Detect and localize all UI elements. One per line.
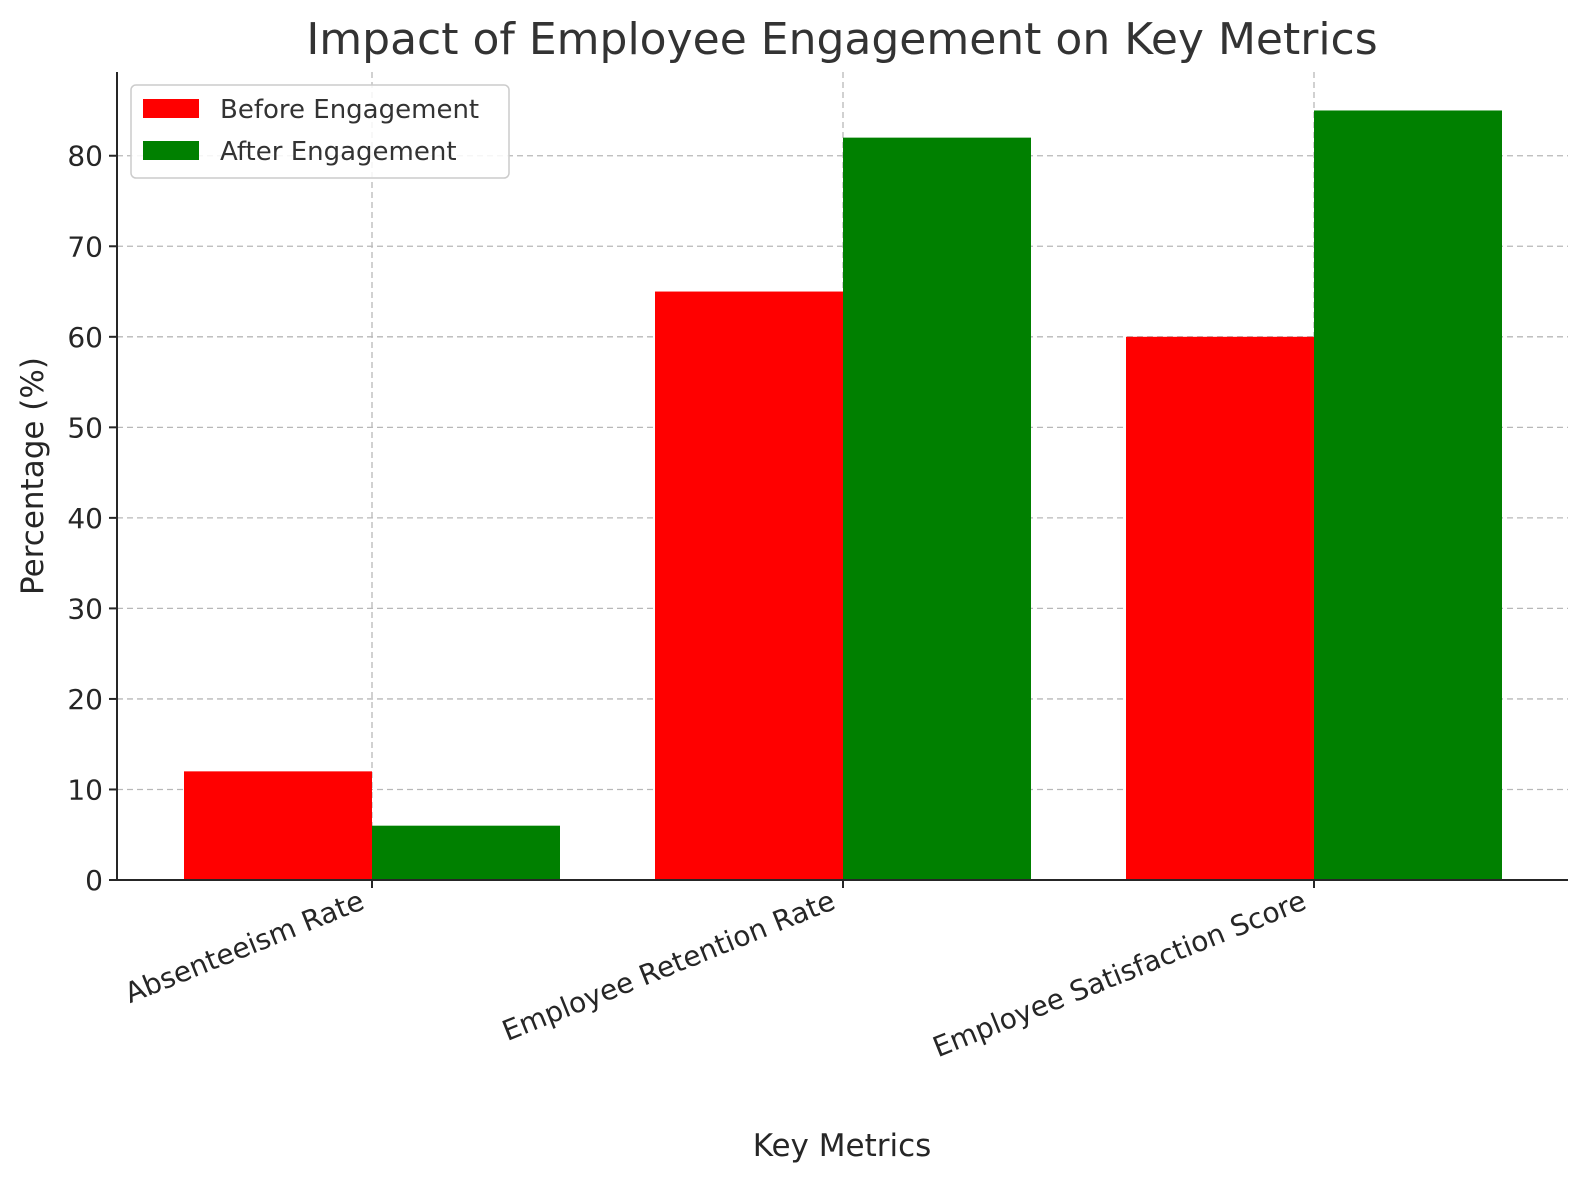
x-axis-label: Key Metrics [753,1128,932,1164]
bar-after-1 [843,137,1031,880]
legend-frame [130,84,510,179]
y-tick-label: 30 [67,592,103,625]
x-tick-label: Absenteeism Rate [120,884,368,1010]
y-ticks: 0 10 20 30 40 50 60 70 80 [67,140,117,897]
bar-after-0 [372,825,560,880]
legend-label-after: After Engagement [220,137,457,167]
y-tick-label: 80 [67,140,103,173]
y-axis-label: Percentage (%) [15,357,51,595]
y-tick-label: 40 [67,502,103,535]
legend-label-before: Before Engagement [220,95,479,125]
chart-title: Impact of Employee Engagement on Key Met… [306,14,1377,65]
x-tick-label: Employee Retention Rate [497,884,839,1048]
bars [184,110,1502,880]
x-tick-label: Employee Satisfaction Score [928,884,1311,1064]
x-ticks: Absenteeism Rate Employee Retention Rate E… [120,880,1315,1064]
y-tick-label: 60 [67,321,103,354]
y-tick-label: 50 [67,411,103,444]
legend-swatch-after [143,141,199,160]
y-tick-label: 0 [85,864,103,897]
bar-after-2 [1314,110,1502,880]
legend: Before Engagement After Engagement [130,84,510,179]
bar-before-2 [1126,336,1314,880]
y-tick-label: 20 [67,683,103,716]
bar-before-0 [184,771,372,880]
y-tick-label: 10 [67,773,103,806]
y-tick-label: 70 [67,230,103,263]
bar-before-1 [655,291,843,880]
legend-swatch-before [143,99,199,118]
